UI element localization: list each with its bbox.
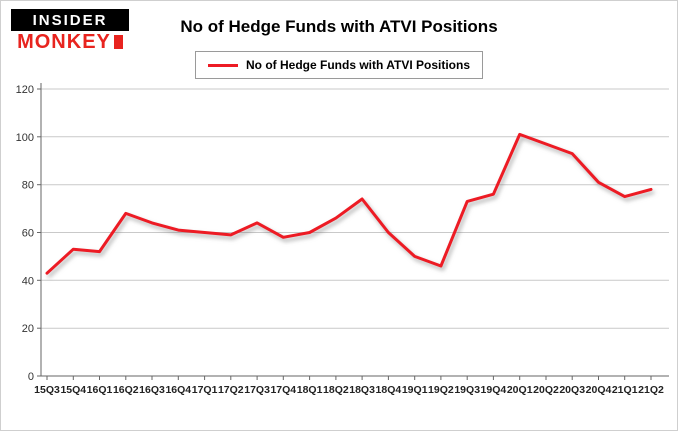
- svg-text:60: 60: [22, 228, 34, 240]
- svg-text:16Q4: 16Q4: [165, 384, 191, 396]
- svg-text:19Q4: 19Q4: [481, 384, 507, 396]
- svg-text:18Q4: 18Q4: [376, 384, 402, 396]
- svg-text:17Q3: 17Q3: [244, 384, 270, 396]
- svg-text:20Q4: 20Q4: [586, 384, 612, 396]
- svg-text:19Q3: 19Q3: [454, 384, 480, 396]
- svg-text:17Q4: 17Q4: [270, 384, 296, 396]
- svg-text:17Q2: 17Q2: [218, 384, 244, 396]
- svg-text:21Q1: 21Q1: [612, 384, 638, 396]
- svg-text:15Q3: 15Q3: [34, 384, 60, 396]
- svg-text:16Q1: 16Q1: [87, 384, 113, 396]
- svg-text:18Q2: 18Q2: [323, 384, 349, 396]
- logo-monkey-text: MONKEY: [17, 31, 111, 53]
- chart-title: No of Hedge Funds with ATVI Positions: [180, 17, 498, 36]
- legend-label: No of Hedge Funds with ATVI Positions: [246, 58, 470, 72]
- svg-text:16Q3: 16Q3: [139, 384, 165, 396]
- svg-text:20Q3: 20Q3: [559, 384, 585, 396]
- svg-text:18Q1: 18Q1: [297, 384, 323, 396]
- insider-monkey-logo: INSIDER MONKEY: [11, 9, 129, 52]
- svg-text:0: 0: [28, 371, 34, 383]
- svg-text:20: 20: [22, 323, 34, 335]
- svg-text:20Q1: 20Q1: [507, 384, 533, 396]
- svg-text:15Q4: 15Q4: [60, 384, 86, 396]
- svg-text:16Q2: 16Q2: [113, 384, 139, 396]
- svg-text:18Q3: 18Q3: [349, 384, 375, 396]
- svg-text:19Q1: 19Q1: [402, 384, 428, 396]
- svg-text:19Q2: 19Q2: [428, 384, 454, 396]
- logo-red-square: [113, 35, 123, 49]
- svg-text:17Q1: 17Q1: [192, 384, 218, 396]
- svg-text:21Q2: 21Q2: [638, 384, 664, 396]
- svg-text:80: 80: [22, 180, 34, 192]
- svg-text:40: 40: [22, 275, 34, 287]
- logo-monkey-row: MONKEY: [11, 32, 129, 52]
- svg-text:120: 120: [16, 84, 34, 96]
- svg-text:20Q2: 20Q2: [533, 384, 559, 396]
- legend: No of Hedge Funds with ATVI Positions: [195, 51, 483, 79]
- svg-text:100: 100: [16, 132, 34, 144]
- logo-insider-text: INSIDER: [11, 9, 129, 31]
- legend-line-sample: [208, 63, 238, 67]
